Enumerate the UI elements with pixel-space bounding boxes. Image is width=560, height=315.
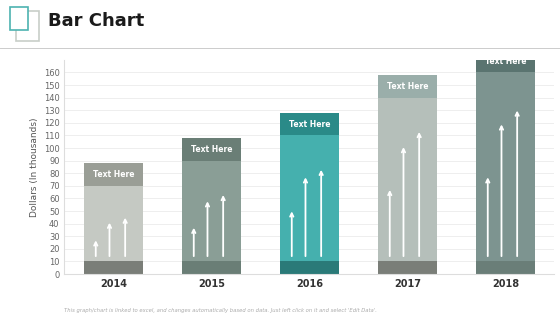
Bar xyxy=(280,113,339,135)
Text: Text Here: Text Here xyxy=(386,82,428,91)
Bar xyxy=(476,72,535,261)
Bar xyxy=(378,261,437,274)
Bar xyxy=(84,163,143,186)
Bar xyxy=(16,11,39,41)
Bar xyxy=(280,261,339,274)
Text: Text Here: Text Here xyxy=(288,120,330,129)
Text: Text Here: Text Here xyxy=(92,170,134,179)
Bar xyxy=(476,261,535,274)
Y-axis label: Dollars (In thousands): Dollars (In thousands) xyxy=(30,117,40,217)
Text: Text Here: Text Here xyxy=(190,145,232,154)
Bar xyxy=(182,161,241,261)
Bar xyxy=(476,50,535,72)
Bar xyxy=(10,7,28,30)
Text: Text Here: Text Here xyxy=(484,57,526,66)
Text: Bar Chart: Bar Chart xyxy=(48,12,144,30)
Bar xyxy=(182,138,241,161)
Bar xyxy=(378,98,437,261)
Bar xyxy=(84,261,143,274)
Text: This graph/chart is linked to excel, and changes automatically based on data. Ju: This graph/chart is linked to excel, and… xyxy=(64,308,377,313)
Bar xyxy=(378,75,437,98)
Bar xyxy=(280,135,339,261)
Bar xyxy=(182,261,241,274)
Bar xyxy=(84,186,143,261)
